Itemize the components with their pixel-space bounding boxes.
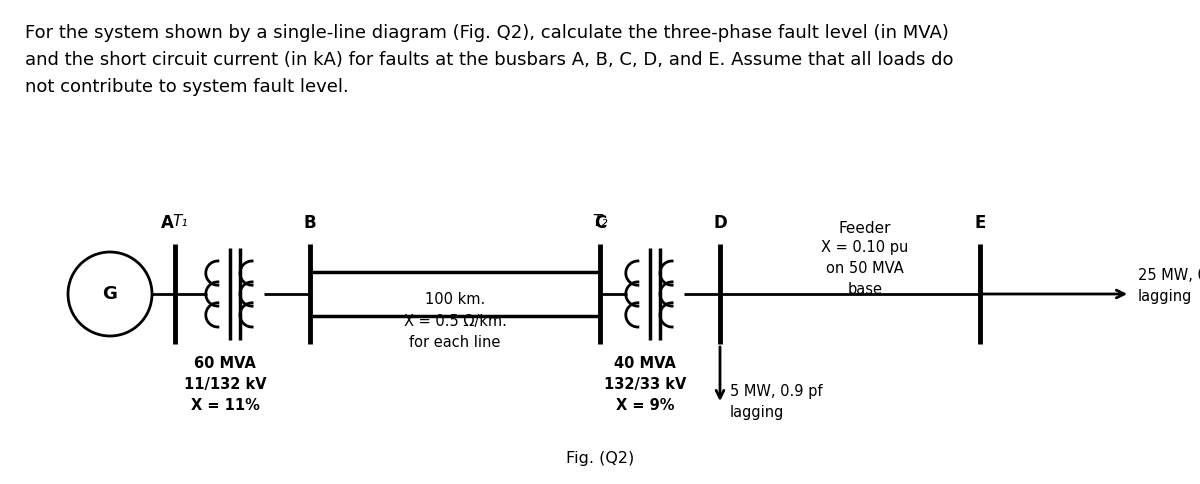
Text: 100 km.
X = 0.5 Ω/km.
for each line: 100 km. X = 0.5 Ω/km. for each line bbox=[403, 292, 506, 350]
Text: 25 MW, 0.8 pf
lagging: 25 MW, 0.8 pf lagging bbox=[1138, 268, 1200, 304]
Text: Fig. (Q2): Fig. (Q2) bbox=[566, 451, 634, 466]
Text: Feeder: Feeder bbox=[839, 221, 892, 236]
Text: 60 MVA
11/132 kV
X = 11%: 60 MVA 11/132 kV X = 11% bbox=[184, 356, 266, 413]
Text: X = 0.10 pu
on 50 MVA
base: X = 0.10 pu on 50 MVA base bbox=[821, 240, 908, 297]
Text: E: E bbox=[974, 214, 985, 232]
Text: C: C bbox=[594, 214, 606, 232]
Text: D: D bbox=[713, 214, 727, 232]
Text: B: B bbox=[304, 214, 317, 232]
Text: G: G bbox=[102, 285, 118, 303]
Text: For the system shown by a single-line diagram (Fig. Q2), calculate the three-pha: For the system shown by a single-line di… bbox=[25, 24, 954, 96]
Text: A: A bbox=[161, 214, 174, 232]
Text: T₁: T₁ bbox=[173, 214, 187, 229]
Text: 40 MVA
132/33 kV
X = 9%: 40 MVA 132/33 kV X = 9% bbox=[604, 356, 686, 413]
Text: 5 MW, 0.9 pf
lagging: 5 MW, 0.9 pf lagging bbox=[730, 384, 822, 420]
Text: T₂: T₂ bbox=[593, 214, 607, 229]
